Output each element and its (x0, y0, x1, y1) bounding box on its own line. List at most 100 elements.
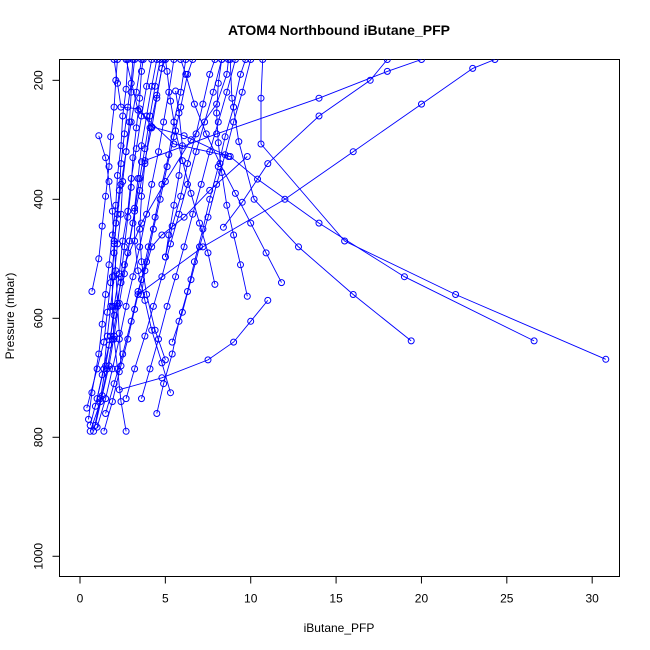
data-point (148, 243, 156, 251)
profile-line (223, 59, 388, 228)
x-tick-label: 25 (500, 592, 514, 606)
data-point (349, 291, 357, 298)
data-point (134, 175, 142, 182)
data-point (124, 207, 132, 215)
data-point (180, 243, 188, 251)
data-point (242, 59, 250, 63)
data-point (163, 67, 171, 75)
profile-line (164, 59, 216, 258)
data-point (105, 261, 113, 269)
data-point (156, 195, 164, 203)
data-point (214, 79, 222, 87)
data-point (161, 59, 169, 63)
data-point (88, 389, 96, 397)
data-point (132, 124, 140, 132)
data-point (247, 317, 255, 325)
data-point (151, 326, 159, 334)
data-point (108, 398, 116, 406)
data-point (122, 85, 130, 93)
data-point (172, 87, 180, 95)
data-point (168, 350, 176, 358)
profile-line (105, 59, 194, 414)
data-point (127, 183, 135, 191)
data-point (127, 79, 135, 87)
data-point (163, 163, 171, 171)
data-point (225, 153, 232, 160)
data-point (153, 410, 161, 417)
data-point (117, 160, 125, 168)
profile-line (88, 59, 129, 420)
data-point (148, 180, 156, 188)
data-point (131, 207, 139, 215)
data-point (132, 145, 140, 153)
data-point (138, 67, 145, 75)
y-tick-label: 1000 (32, 543, 46, 570)
data-point (110, 103, 118, 111)
data-point (126, 237, 133, 245)
data-point (91, 421, 99, 429)
data-point (170, 59, 178, 63)
data-point (491, 59, 499, 63)
data-point (146, 124, 154, 132)
data-point (214, 139, 222, 147)
data-point (132, 88, 140, 96)
data-point (161, 356, 169, 364)
data-point (184, 288, 191, 295)
data-point (223, 201, 231, 209)
data-point (100, 338, 108, 346)
data-point (230, 118, 238, 126)
data-point (149, 302, 157, 310)
data-point (149, 225, 157, 233)
data-point (95, 350, 103, 358)
y-tick-label: 400 (32, 189, 46, 209)
data-point (110, 332, 118, 340)
data-point (127, 88, 135, 96)
profile-line (229, 59, 412, 342)
data-point (102, 395, 110, 403)
data-point (209, 88, 217, 96)
data-point (349, 148, 357, 156)
data-point (214, 118, 222, 126)
x-tick-label: 15 (329, 592, 343, 606)
data-point (136, 94, 144, 102)
y-tick-label: 800 (32, 427, 46, 447)
x-tick-label: 30 (586, 592, 600, 606)
data-point (281, 195, 289, 203)
data-point (165, 151, 173, 159)
data-point (228, 94, 236, 102)
data-point (206, 148, 214, 156)
data-point (199, 243, 207, 251)
data-point (131, 237, 139, 245)
data-point (315, 112, 323, 120)
data-point (197, 180, 205, 188)
data-point (237, 261, 244, 269)
data-point (167, 240, 174, 248)
data-point (168, 222, 176, 230)
data-point (199, 225, 207, 233)
data-point (153, 59, 161, 63)
data-point (170, 201, 178, 209)
data-point (129, 154, 137, 162)
data-point (102, 410, 110, 417)
data-point (108, 302, 116, 310)
data-point (131, 204, 139, 212)
data-point (131, 59, 139, 63)
data-point (122, 148, 130, 156)
data-point (108, 365, 116, 373)
data-point (112, 219, 120, 227)
data-point (206, 195, 214, 203)
data-point (175, 317, 183, 325)
data-point (218, 59, 226, 63)
x-axis-label: iButane_PFP (304, 621, 375, 635)
data-point (102, 362, 110, 370)
data-point (122, 427, 130, 435)
data-point (165, 88, 173, 96)
chart-title: ATOM4 Northbound iButane_PFP (228, 22, 450, 38)
profile-line (86, 59, 134, 409)
data-point (172, 127, 180, 135)
data-point (129, 273, 137, 281)
data-point (105, 178, 113, 185)
data-point (315, 219, 323, 227)
profile-line (139, 59, 166, 361)
